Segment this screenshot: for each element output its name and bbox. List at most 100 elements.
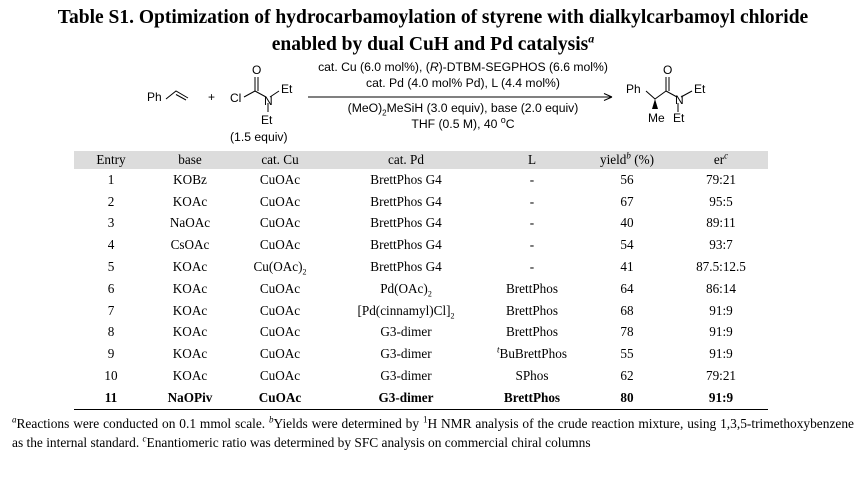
carbamoyl-n: N [264,94,273,108]
conditions-line1: cat. Cu (6.0 mol%), (R)-DTBM-SEGPHOS (6.… [318,60,608,74]
cell-er: 93:7 [709,237,733,253]
header-entry: Entry [74,151,148,169]
cell-er: 79:21 [705,171,737,187]
cell-cu: CuOAc [259,324,301,340]
cell-base: KOAc [172,193,208,209]
cell-yield: 80 [580,386,674,410]
header-l: L [484,151,580,169]
cell-base: CsOAc [170,237,210,253]
equiv-label: (1.5 equiv) [230,130,288,144]
reaction-scheme: Ph + Cl O N Et Et Ph O N Et Me Et [147,63,706,127]
cell-cu: CuOAc [259,193,301,209]
cell-er: 86:14 [705,280,737,296]
table-row: 7 KOAc CuOAc [Pd(cinnamyl)Cl]2 BrettPhos 68 91… [74,300,768,322]
cell-entry: 3 [107,215,115,231]
cell-entry: 4 [107,237,115,253]
header-er-mark: c [724,150,729,161]
product-bonds [645,77,693,112]
footnote-c: Enantiomeric ratio was determined by SFC… [146,435,591,450]
cell-er: 87.5:12.5 [696,259,746,275]
table-title-line2: enabled by dual CuH and Pd catalysisa [0,33,866,57]
cell-yield: 56 [620,171,634,187]
cell-cu: CuOAc [259,280,301,296]
cell-yield: 62 [620,368,634,384]
cell-pd: BrettPhos G4 [370,193,442,209]
product-n: N [675,93,684,107]
plus-sign: + [208,90,215,104]
header-yield: yieldb (%) [580,151,674,169]
cell-cu: CuOAc [259,215,301,231]
cell-yield: 41 [620,259,634,275]
cell-entry: 5 [107,259,115,275]
cell-pd: Pd(OAc)2 [380,280,432,299]
carbamoyl-et1: Et [281,82,293,96]
cell-l: - [529,171,535,187]
title-line2-text: enabled by dual CuH and Pd catalysis [271,34,589,55]
arrow-head [603,93,613,101]
cell-pd: G3-dimer [380,346,432,362]
table-row: 1 KOBz CuOAc BrettPhos G4 - 56 79:21 [74,169,768,191]
footnotes: aReactions were conducted on 0.1 mmol sc… [12,414,854,452]
header-yield-mark: b [626,150,631,161]
product-ph: Ph [626,82,641,96]
product-et1: Et [694,82,706,96]
cell-pd: G3-dimer [328,386,484,410]
cell-pd: [Pd(cinnamyl)Cl]2 [357,302,455,321]
superscript: t [497,344,500,355]
stereo-wedge [652,99,658,109]
product-o: O [663,63,672,77]
cell-base: KOAc [172,324,208,340]
conditions-line4: THF (0.5 M), 40 oC [411,114,515,131]
footnote-c-mark: c [142,433,147,444]
product-me: Me [648,111,665,125]
product-et2: Et [673,111,685,125]
cell-base: KOAc [172,259,208,275]
cell-entry: 6 [107,280,115,296]
carbamoyl-o: O [252,63,261,77]
cell-l: - [529,259,535,275]
footnote-a: Reactions were conducted on 0.1 mmol sca… [16,416,270,431]
cell-entry: 10 [104,368,118,384]
cell-er: 91:9 [709,346,733,362]
table-row: 6 KOAc CuOAc Pd(OAc)2 BrettPhos 64 86:14 [74,278,768,300]
cell-l: BrettPhos [505,324,559,340]
header-yield-unit: (%) [630,152,654,167]
cell-l: - [529,193,535,209]
cell-l: tBuBrettPhos [497,344,567,362]
footnote-b-mark: b [269,414,274,425]
cell-base: KOAc [172,280,208,296]
cell-yield: 68 [620,302,634,318]
carbamoyl-bonds [243,77,280,112]
carbamoyl-et2: Et [261,113,273,127]
footnote-b-post: H NMR analysis of the crude reaction mix… [12,416,854,450]
table-row: 8 KOAc CuOAc G3-dimer BrettPhos 78 91:9 [74,322,768,344]
cell-base: KOBz [173,171,207,187]
table-row: 4 CsOAc CuOAc BrettPhos G4 - 54 93:7 [74,234,768,256]
subscript: 2 [450,311,455,321]
optimization-table: Entry base cat. Cu cat. Pd L yieldb (%) … [74,151,768,410]
footnote-a-mark: a [12,414,17,425]
title-footnote-mark: a [588,31,595,46]
cell-entry: 8 [107,324,115,340]
cell-base: KOAc [172,302,208,318]
cell-l: - [529,215,535,231]
cell-er: 91:9 [674,386,768,410]
cell-yield: 54 [620,237,634,253]
cell-base: NaOPiv [148,386,232,410]
conditions-line3: (MeO)2MeSiH (3.0 equiv), base (2.0 equiv… [347,101,579,118]
cell-base: KOAc [172,346,208,362]
cell-pd: BrettPhos G4 [370,237,442,253]
cell-cu: CuOAc [259,302,301,318]
cell-entry: 11 [74,386,148,410]
styrene-double-bond [175,94,187,101]
cell-l: - [529,237,535,253]
table-row: 10 KOAc CuOAc G3-dimer SPhos 62 79:21 [74,365,768,387]
table-row: 3 NaOAc CuOAc BrettPhos G4 - 40 89:11 [74,213,768,235]
cell-cu: CuOAc [259,368,301,384]
cell-cu: Cu(OAc)2 [253,259,307,277]
conditions-line2: cat. Pd (4.0 mol% Pd), L (4.4 mol%) [366,76,560,90]
cell-yield: 78 [620,324,634,340]
header-er: erc [674,151,768,169]
styrene-bond [165,90,189,100]
cell-pd: BrettPhos G4 [370,171,442,187]
